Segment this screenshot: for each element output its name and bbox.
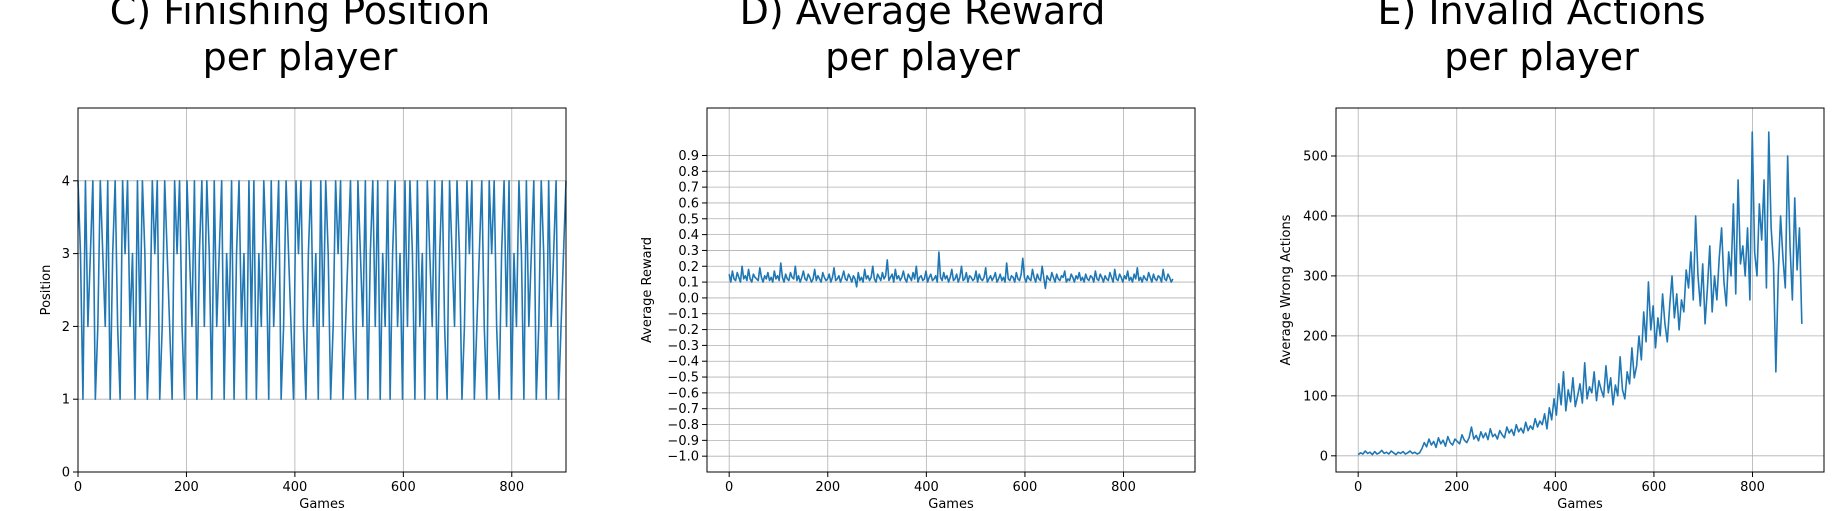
y-tick-label: 0.6 <box>678 196 699 211</box>
y-tick-label: −0.9 <box>667 434 699 449</box>
y-tick-label: −0.3 <box>667 339 699 354</box>
y-tick-label: 500 <box>1303 149 1328 164</box>
y-tick-label: −1.0 <box>667 450 699 465</box>
y-axis-label: Average Reward <box>640 237 655 343</box>
x-tick-label: 400 <box>1543 480 1568 495</box>
y-tick-label: 400 <box>1303 209 1328 224</box>
x-tick-label: 600 <box>391 480 416 495</box>
x-axis-label: Games <box>299 497 345 511</box>
plot-frame <box>77 107 567 473</box>
x-tick-label: 800 <box>1111 480 1136 495</box>
invalid-actions-chart: 0 200 400 600 800 0 100 200 300 400 500 Games Averag… <box>1279 107 1825 511</box>
chart-title-line2: per player <box>825 35 1020 79</box>
y-tick-label: 4 <box>62 174 70 189</box>
x-tick-label: 200 <box>815 480 840 495</box>
y-tick-label: 0.4 <box>678 228 699 243</box>
chart-title-line1: C) Finishing Position <box>109 0 491 33</box>
x-tick-label: 800 <box>1740 480 1765 495</box>
y-tick-label: 0.3 <box>678 244 699 259</box>
y-tick-label: 0.2 <box>678 260 699 275</box>
x-tick-label: 600 <box>1013 480 1038 495</box>
series-line <box>77 180 567 401</box>
chart-title-line2: per player <box>1444 35 1639 79</box>
x-tick-label: 200 <box>174 480 199 495</box>
y-tick-label: 0.8 <box>678 165 699 180</box>
x-axis-label: Games <box>928 497 974 511</box>
x-tick-label: 0 <box>74 480 82 495</box>
y-tick-label: −0.7 <box>667 402 699 417</box>
y-tick-label: 100 <box>1303 389 1328 404</box>
y-tick-label: 0.7 <box>678 181 699 196</box>
plot-frame <box>1335 107 1825 473</box>
chart-title: C) Finishing Position per player <box>0 0 600 80</box>
chart-title-line1: E) Invalid Actions <box>1377 0 1706 33</box>
x-tick-label: 200 <box>1444 480 1469 495</box>
y-tick-label: −0.6 <box>667 386 699 401</box>
y-tick-label: −0.8 <box>667 418 699 433</box>
y-tick-label: 0.5 <box>678 212 699 227</box>
y-tick-label: 0 <box>1320 449 1328 464</box>
chart-title-line2: per player <box>202 35 398 79</box>
y-tick-label: 200 <box>1303 329 1328 344</box>
x-tick-label: 800 <box>499 480 524 495</box>
series-line <box>728 251 1174 290</box>
chart-title: D) Average Reward per player <box>615 0 1230 80</box>
x-tick-label: 600 <box>1642 480 1667 495</box>
y-axis-label: Average Wrong Actions <box>1279 214 1294 365</box>
y-tick-label: 0.1 <box>678 276 699 291</box>
x-tick-label: 0 <box>725 480 733 495</box>
y-tick-label: −0.1 <box>667 307 699 322</box>
y-tick-label: 0 <box>62 466 70 481</box>
y-tick-label: 1 <box>62 393 70 408</box>
series-line <box>1357 131 1803 456</box>
y-tick-label: 0.0 <box>678 291 699 306</box>
x-tick-label: 400 <box>914 480 939 495</box>
finishing-position-panel: C) Finishing Position per player 0 200 400… <box>0 0 600 511</box>
plot-frame <box>706 107 1196 473</box>
chart-title-line1: D) Average Reward <box>739 0 1106 33</box>
finishing-position-chart: 0 200 400 600 800 0 1 2 3 4 Games Position <box>39 107 567 511</box>
y-tick-label: 2 <box>62 320 70 335</box>
invalid-actions-panel: E) Invalid Actions per player 0 200 400 600… <box>1240 0 1843 511</box>
average-reward-chart: 0 200 400 600 800−1.0−0.9−0.8−0.7−0.6−0.5−0.… <box>640 107 1196 511</box>
y-tick-label: 300 <box>1303 269 1328 284</box>
y-tick-label: −0.5 <box>667 371 699 386</box>
x-tick-label: 400 <box>282 480 307 495</box>
x-axis-label: Games <box>1557 497 1603 511</box>
y-tick-label: −0.4 <box>667 355 699 370</box>
chart-title: E) Invalid Actions per player <box>1240 0 1843 80</box>
y-tick-label: 3 <box>62 247 70 262</box>
average-reward-panel: D) Average Reward per player 0 200 400 600 8… <box>615 0 1230 511</box>
y-tick-label: −0.2 <box>667 323 699 338</box>
x-tick-label: 0 <box>1354 480 1362 495</box>
y-tick-label: 0.9 <box>678 149 699 164</box>
y-axis-label: Position <box>39 265 54 316</box>
